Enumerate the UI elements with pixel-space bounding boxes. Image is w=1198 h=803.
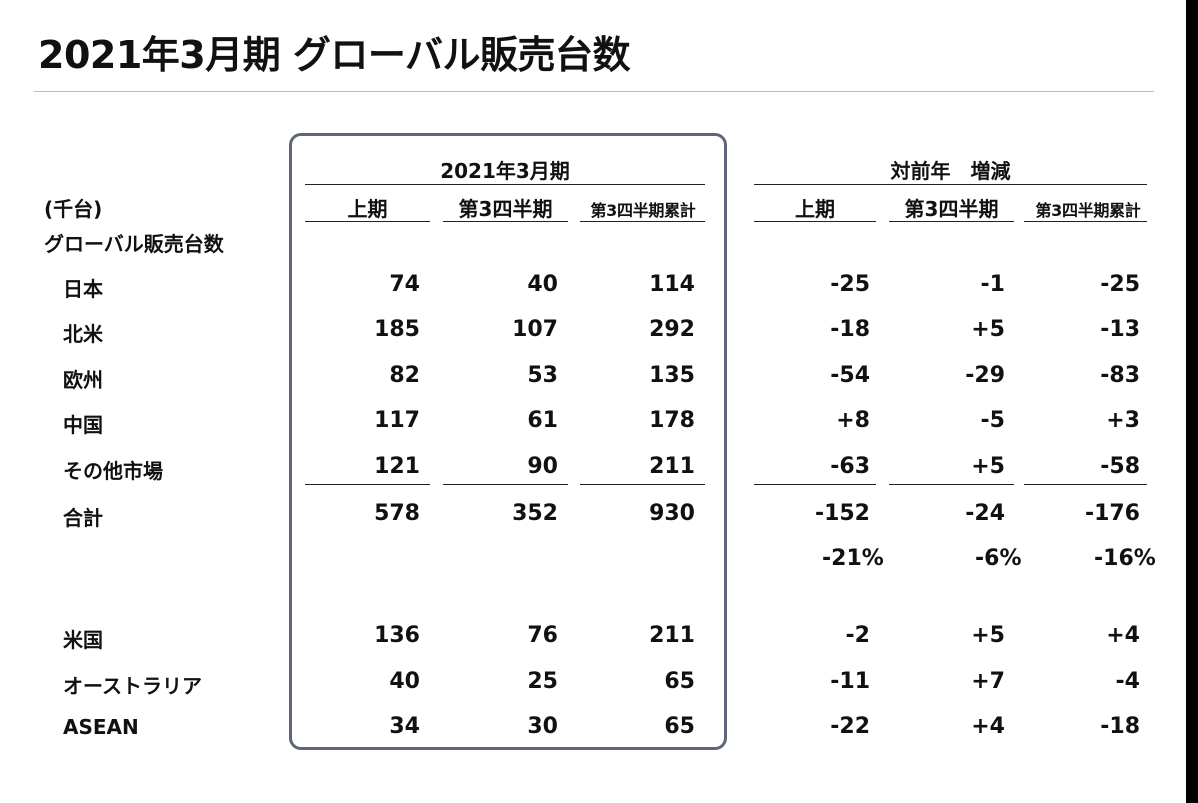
cell: 107 [512, 317, 558, 342]
cell: 90 [527, 454, 558, 479]
row-label: 日本 [63, 277, 103, 301]
cell: 211 [649, 623, 695, 648]
cell: 121 [374, 454, 420, 479]
row-label: オーストラリア [63, 674, 202, 698]
cell: 578 [374, 501, 420, 526]
cell: -22 [830, 714, 870, 739]
cell: +5 [971, 623, 1005, 648]
cell: -25 [830, 272, 870, 297]
group-header-fy2021-underline [305, 184, 705, 185]
percent-cell: -6% [975, 546, 1022, 571]
group-header-yoy-underline [754, 184, 1147, 185]
cell: 930 [649, 501, 695, 526]
cell: -5 [980, 408, 1005, 433]
cell: 53 [527, 363, 558, 388]
cell: 136 [374, 623, 420, 648]
cell: +4 [971, 714, 1005, 739]
row-label: 北米 [63, 322, 103, 346]
col-header-yoy-h1-underline [754, 221, 876, 222]
cell: -83 [1100, 363, 1140, 388]
col-header-yoy-h1: 上期 [795, 197, 835, 221]
cell: -18 [1100, 714, 1140, 739]
col-header-yoy-q3-cumulative-underline [1024, 221, 1147, 222]
cell: 25 [527, 669, 558, 694]
col-header-yoy-q3-underline [889, 221, 1014, 222]
window-edge [1186, 0, 1198, 803]
cell: -2 [845, 623, 870, 648]
fy2021-highlight-box [289, 133, 727, 750]
row-label: その他市場 [63, 459, 163, 483]
cell: 74 [389, 272, 420, 297]
row-label: 中国 [63, 413, 103, 437]
cell: 135 [649, 363, 695, 388]
cell: -18 [830, 317, 870, 342]
col-header-q3: 第3四半期 [458, 197, 553, 221]
cell: 65 [664, 669, 695, 694]
cell: 65 [664, 714, 695, 739]
page-title: 2021年3月期 グローバル販売台数 [38, 33, 631, 77]
cell: +8 [836, 408, 870, 433]
cell: 352 [512, 501, 558, 526]
cell: 185 [374, 317, 420, 342]
cell: 117 [374, 408, 420, 433]
section-label: グローバル販売台数 [44, 232, 224, 256]
subtotal-line [580, 484, 705, 485]
cell: -11 [830, 669, 870, 694]
unit-label: (千台) [44, 197, 103, 221]
cell: 82 [389, 363, 420, 388]
cell: 61 [527, 408, 558, 433]
cell: +7 [971, 669, 1005, 694]
group-header-fy2021: 2021年3月期 [440, 159, 570, 183]
cell: -13 [1100, 317, 1140, 342]
cell: -152 [814, 501, 870, 526]
cell: -29 [965, 363, 1005, 388]
subtotal-line [1024, 484, 1147, 485]
title-divider [34, 91, 1154, 92]
cell: -4 [1115, 669, 1140, 694]
col-header-q3-cumulative-underline [580, 221, 705, 222]
cell: 76 [527, 623, 558, 648]
row-label: 米国 [63, 628, 103, 652]
subtotal-line [305, 484, 430, 485]
cell: +5 [971, 454, 1005, 479]
percent-cell: -16% [1094, 546, 1156, 571]
cell: -1 [980, 272, 1005, 297]
col-header-q3-underline [443, 221, 568, 222]
col-header-h1: 上期 [347, 197, 388, 221]
cell: 40 [527, 272, 558, 297]
group-header-yoy: 対前年 増減 [890, 159, 1011, 183]
cell: -24 [965, 501, 1005, 526]
cell: -25 [1100, 272, 1140, 297]
cell: -63 [830, 454, 870, 479]
col-header-q3-cumulative: 第3四半期累計 [590, 201, 696, 220]
cell: -54 [830, 363, 870, 388]
cell: +4 [1106, 623, 1140, 648]
subtotal-line [889, 484, 1014, 485]
cell: 114 [649, 272, 695, 297]
cell: 40 [389, 669, 420, 694]
row-label-total: 合計 [63, 506, 103, 530]
subtotal-line [443, 484, 568, 485]
subtotal-line [754, 484, 876, 485]
row-label: 欧州 [63, 368, 103, 392]
col-header-yoy-q3-cumulative: 第3四半期累計 [1035, 201, 1141, 220]
row-label: ASEAN [63, 715, 139, 739]
cell: 34 [389, 714, 420, 739]
percent-cell: -21% [822, 546, 884, 571]
cell: 178 [649, 408, 695, 433]
cell: 292 [649, 317, 695, 342]
col-header-h1-underline [305, 221, 430, 222]
cell: -58 [1100, 454, 1140, 479]
cell: 30 [527, 714, 558, 739]
col-header-yoy-q3: 第3四半期 [904, 197, 999, 221]
cell: 211 [649, 454, 695, 479]
cell: +3 [1106, 408, 1140, 433]
cell: +5 [971, 317, 1005, 342]
cell: -176 [1084, 501, 1140, 526]
